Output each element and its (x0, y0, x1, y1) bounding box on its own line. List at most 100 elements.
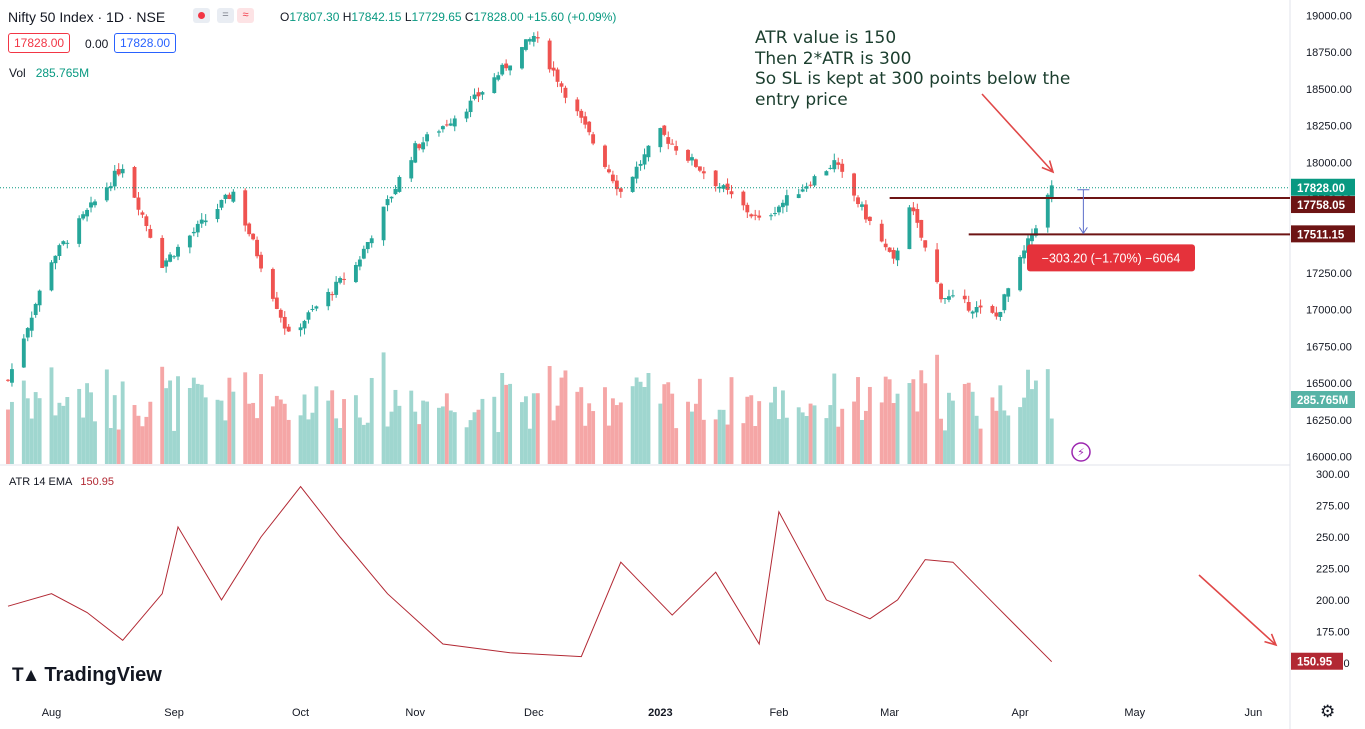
candle-body (444, 124, 449, 126)
sell-button[interactable]: 17828.00 (8, 33, 71, 53)
candle-body (112, 170, 117, 187)
spread-value: 0.00 (85, 37, 109, 51)
volume-bar (1002, 410, 1007, 464)
volume-bar (274, 395, 279, 464)
volume-bar (741, 423, 746, 464)
volume-bar (77, 388, 82, 464)
candle-body (437, 131, 441, 133)
candle-body (579, 110, 584, 118)
volume-bar (61, 405, 66, 464)
volume-bar (725, 424, 730, 464)
candle-body (867, 216, 872, 221)
volume-bar (112, 395, 117, 464)
candle-body (440, 126, 445, 130)
settings-gear-icon[interactable]: ⚙ (1320, 702, 1336, 721)
volume-bar (879, 402, 884, 464)
lightning-glyph: ⚡ (1077, 447, 1085, 459)
candle-body (812, 176, 817, 186)
candle-body (563, 87, 568, 98)
volume-bar (508, 383, 513, 464)
candle-body (852, 173, 856, 196)
candle-body (247, 223, 252, 235)
volume-bar (286, 419, 291, 464)
candle-body (610, 174, 615, 182)
volume-bar (306, 419, 311, 464)
volume-bar (148, 401, 153, 464)
candle-body (780, 202, 785, 208)
volume-bar (769, 402, 773, 464)
candle-body (1022, 250, 1027, 259)
volume-bar (836, 426, 841, 464)
candle-body (523, 39, 528, 50)
candle-body (203, 220, 208, 223)
volume-bar (397, 405, 402, 464)
volume-bar (547, 366, 552, 464)
volume-bar (247, 403, 252, 464)
volume-bar (895, 393, 900, 464)
replay-icon[interactable]: ≈ (237, 8, 254, 23)
candle-body (472, 94, 477, 99)
candle-body (769, 215, 773, 217)
candle-body (231, 191, 236, 202)
volume-bar (37, 398, 42, 464)
candle-body (6, 379, 10, 381)
volume-bar (140, 426, 145, 464)
candle-body (417, 144, 422, 149)
candle-body (492, 77, 497, 94)
candle-body (784, 195, 789, 206)
buy-button[interactable]: 17828.00 (114, 33, 177, 53)
candle-body (65, 242, 70, 244)
volume-bar (701, 419, 706, 464)
compare-icon[interactable]: = (217, 8, 234, 23)
volume-bar (1045, 369, 1050, 464)
candle-body (504, 63, 509, 69)
volume-bar (326, 400, 331, 464)
candle-body (998, 311, 1003, 317)
volume-bar (65, 397, 70, 464)
time-tick-10: Jun (1244, 707, 1262, 719)
candle-body (168, 254, 173, 262)
volume-bar (777, 419, 781, 464)
candle-body (749, 214, 754, 217)
candle-body (717, 186, 722, 189)
volume-bar (630, 386, 635, 464)
candles (6, 31, 1054, 387)
price-tick-10: 18500.00 (1306, 84, 1352, 96)
time-tick-1: Sep (164, 707, 184, 719)
volume-bar (563, 370, 568, 464)
time-tick-3: Nov (405, 707, 425, 719)
candle-body (935, 249, 940, 283)
stop-loss-level-tag: 17511.15 (1297, 229, 1345, 241)
candle-body (282, 316, 287, 329)
volume-bar (729, 377, 734, 464)
volume-bar (413, 411, 418, 464)
candle-body (361, 248, 366, 259)
candle-body (1006, 288, 1011, 297)
time-axis: Aug Sep Oct Nov Dec 2023 Feb Mar Apr May Jun (42, 707, 1263, 719)
symbol-title[interactable]: Nifty 50 Index · 1D · NSE (8, 9, 166, 25)
price-tick-5: 17250.00 (1306, 268, 1352, 280)
candle-body (136, 197, 141, 210)
annotation-arrow-price (981, 93, 1054, 173)
atr-tick-1: 175.00 (1316, 626, 1350, 638)
volume-bar (1049, 418, 1054, 464)
candle-body (500, 64, 505, 75)
candle-body (895, 250, 900, 261)
volume-bar (195, 383, 200, 464)
volume-bar (108, 428, 113, 464)
candle-body (278, 309, 283, 318)
volume-bar (591, 411, 596, 464)
atr-tick-5: 275.00 (1316, 500, 1350, 512)
volume-bar (259, 374, 263, 464)
last-price-tag-bg (1291, 178, 1355, 196)
volume-bar (531, 393, 536, 464)
candle-body (389, 196, 394, 199)
candle-body (81, 214, 86, 219)
volume-bar (310, 412, 315, 464)
candle-body (10, 369, 14, 383)
candle-body (658, 128, 663, 148)
candle-body (721, 185, 726, 189)
candle-body (804, 186, 809, 189)
candle-body (990, 305, 995, 313)
